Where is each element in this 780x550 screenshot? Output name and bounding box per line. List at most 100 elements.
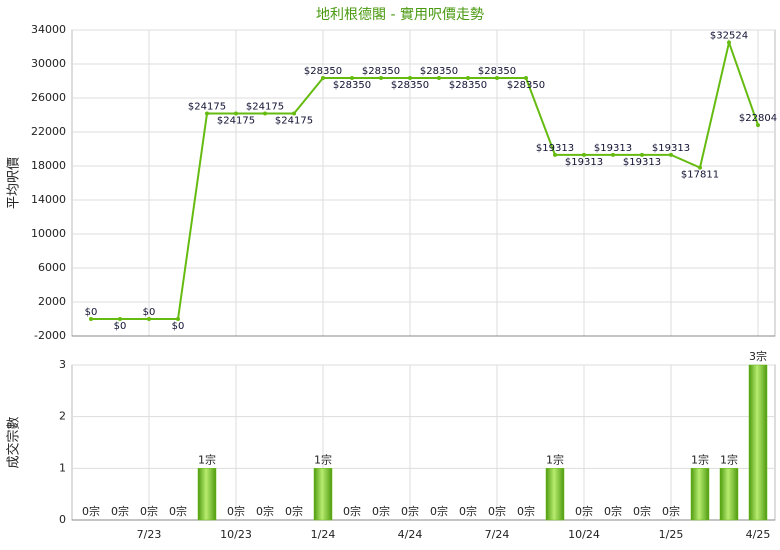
bar: [719, 468, 739, 521]
point: [321, 76, 325, 81]
value-label: 0宗: [459, 504, 477, 518]
point: [205, 111, 209, 116]
point: [698, 165, 702, 170]
x-tick-label: 1/25: [659, 528, 684, 541]
value-label: $28350: [391, 80, 429, 91]
value-label: 0宗: [633, 504, 651, 518]
value-label: 1宗: [720, 452, 738, 466]
value-label: $28350: [507, 80, 545, 91]
x-tick-label: 7/23: [137, 528, 162, 541]
value-label: 0宗: [372, 504, 390, 518]
value-label: $28350: [478, 66, 516, 77]
y-tick-label: 2: [59, 410, 66, 423]
bar: [690, 468, 710, 521]
bar: [545, 468, 565, 521]
point: [756, 123, 760, 128]
value-label: 0宗: [140, 504, 158, 518]
value-label: 1宗: [198, 452, 216, 466]
plot-area: [71, 364, 776, 521]
bar: [313, 468, 333, 521]
value-label: 0宗: [430, 504, 448, 518]
point: [669, 152, 673, 157]
value-label: 0宗: [575, 504, 593, 518]
value-label: 0宗: [604, 504, 622, 518]
value-label: 0宗: [82, 504, 100, 518]
value-label: $19313: [536, 143, 574, 154]
y-tick-label: -2000: [34, 329, 66, 342]
y-tick-label: 2000: [38, 295, 66, 308]
y-tick-label: 10000: [31, 227, 66, 240]
x-tick-label: 10/24: [568, 528, 600, 541]
value-label: 0宗: [662, 504, 680, 518]
value-label: $0: [114, 321, 127, 332]
value-label: $17811: [681, 170, 719, 181]
point: [611, 152, 615, 157]
y-axis-label: 成交宗數: [6, 416, 22, 468]
value-label: 0宗: [169, 504, 187, 518]
price-line: [91, 38, 759, 320]
value-label: $19313: [565, 157, 603, 168]
value-label: $28350: [362, 66, 400, 77]
y-axis-label: 平均呎價: [7, 157, 22, 209]
point: [379, 76, 383, 81]
point: [147, 317, 151, 321]
point: [263, 111, 267, 116]
value-label: 0宗: [111, 504, 129, 518]
point: [495, 76, 499, 81]
value-label: $0: [172, 321, 185, 332]
bar: [748, 364, 768, 521]
x-tick-label: 10/23: [220, 528, 252, 541]
point: [89, 317, 93, 321]
point: [553, 152, 557, 157]
value-label: $0: [85, 307, 98, 318]
y-tick-label: 1: [59, 461, 66, 474]
value-label: $22804: [739, 113, 777, 124]
chart-title: 地利根德閣 - 實用呎價走勢: [316, 6, 484, 23]
value-label: 0宗: [488, 504, 506, 518]
y-tick-label: 30000: [31, 57, 66, 70]
value-label: 0宗: [227, 504, 245, 518]
point: [727, 40, 731, 45]
point: [176, 317, 180, 321]
x-tick-label: 4/25: [746, 528, 771, 541]
point: [466, 76, 470, 81]
value-label: $24175: [188, 102, 226, 113]
y-tick-label: 34000: [31, 23, 66, 36]
value-label: $24175: [246, 102, 284, 113]
value-label: 1宗: [546, 452, 564, 466]
bar: [197, 468, 217, 521]
value-label: $19313: [594, 143, 632, 154]
y-tick-label: 6000: [38, 261, 66, 274]
value-label: 0宗: [285, 504, 303, 518]
point: [524, 76, 528, 81]
value-label: $28350: [333, 80, 371, 91]
value-label: $28350: [420, 66, 458, 77]
value-label: $19313: [623, 157, 661, 168]
value-label: $24175: [217, 116, 255, 127]
y-tick-label: 18000: [31, 159, 66, 172]
value-label: 3宗: [749, 349, 767, 363]
x-tick-label: 7/24: [485, 528, 510, 541]
value-label: 0宗: [517, 504, 535, 518]
value-label: $0: [143, 307, 156, 318]
value-label: $28350: [449, 80, 487, 91]
y-tick-label: 0: [59, 513, 66, 526]
y-tick-label: 26000: [31, 91, 66, 104]
value-label: 1宗: [691, 452, 709, 466]
value-label: 0宗: [343, 504, 361, 518]
value-label: 0宗: [256, 504, 274, 518]
y-tick-label: 22000: [31, 125, 66, 138]
point: [350, 76, 354, 81]
point: [582, 152, 586, 157]
point: [437, 76, 441, 81]
point: [118, 317, 122, 321]
x-tick-label: 1/24: [311, 528, 336, 541]
y-tick-label: 3: [59, 358, 66, 371]
y-tick-label: 14000: [31, 193, 66, 206]
point: [234, 111, 238, 116]
value-label: 0宗: [401, 504, 419, 518]
value-label: $28350: [304, 66, 342, 77]
value-label: $24175: [275, 116, 313, 127]
value-label: 1宗: [314, 452, 332, 466]
